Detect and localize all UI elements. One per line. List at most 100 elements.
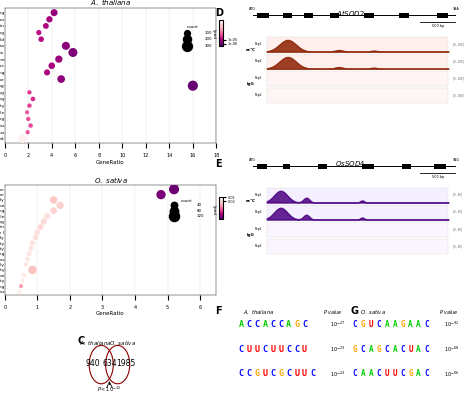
Point — [50, 208, 57, 214]
Text: ac⁴C: ac⁴C — [246, 48, 255, 52]
Text: ATG: ATG — [249, 158, 256, 162]
Text: C: C — [246, 369, 252, 378]
Text: U: U — [271, 345, 275, 354]
Text: count: count — [181, 199, 193, 203]
Point — [24, 129, 31, 135]
Bar — [401, 164, 411, 169]
Text: C: C — [239, 345, 244, 354]
Point — [170, 202, 178, 208]
Text: 80: 80 — [197, 209, 202, 213]
Point — [50, 197, 57, 203]
Bar — [267, 205, 448, 220]
Text: [0 - 60]: [0 - 60] — [453, 193, 462, 197]
Title: $\it{O.\ sativa}$: $\it{O.\ sativa}$ — [93, 175, 128, 185]
Text: G: G — [353, 345, 357, 354]
Point — [37, 36, 45, 42]
Text: D: D — [216, 8, 224, 18]
Text: A: A — [384, 320, 389, 329]
Text: C: C — [376, 320, 381, 329]
Text: $10^{-27}$: $10^{-27}$ — [329, 320, 345, 329]
Text: U: U — [302, 345, 307, 354]
Text: C: C — [353, 320, 357, 329]
Point — [189, 82, 197, 89]
Bar — [267, 37, 448, 52]
Title: $\it{A.\ thaliana}$: $\it{A.\ thaliana}$ — [90, 0, 131, 7]
Point — [24, 256, 31, 262]
Text: C: C — [78, 336, 85, 346]
Text: C: C — [278, 320, 283, 329]
Text: U: U — [246, 345, 252, 354]
Point — [157, 192, 165, 198]
Point — [183, 29, 191, 36]
Text: $10^{-23}$: $10^{-23}$ — [329, 369, 345, 378]
Text: A: A — [369, 345, 374, 354]
Text: Rep1: Rep1 — [255, 193, 262, 197]
Text: G: G — [278, 369, 283, 378]
Point — [27, 122, 35, 129]
Text: A: A — [286, 320, 291, 329]
Text: C: C — [310, 369, 315, 378]
Text: U: U — [294, 369, 299, 378]
Text: ATG: ATG — [249, 7, 256, 11]
Text: A: A — [392, 320, 397, 329]
Bar — [283, 164, 290, 169]
Text: [0 - 260]: [0 - 260] — [453, 76, 464, 80]
Text: A: A — [263, 320, 267, 329]
Point — [69, 49, 77, 56]
Point — [50, 10, 58, 16]
Text: ac⁴C: ac⁴C — [246, 199, 255, 203]
Text: $\it{A.\ thaliana}$: $\it{A.\ thaliana}$ — [244, 308, 274, 316]
Point — [26, 250, 33, 257]
Text: U: U — [302, 369, 307, 378]
Text: A: A — [416, 320, 421, 329]
Text: U: U — [369, 320, 374, 329]
Text: Rep2: Rep2 — [255, 59, 262, 63]
Text: C: C — [384, 345, 389, 354]
Point — [46, 16, 53, 22]
Text: 100: 100 — [205, 30, 212, 34]
Bar — [267, 239, 448, 254]
Text: Rep2: Rep2 — [255, 210, 262, 214]
Point — [19, 278, 27, 284]
Text: IgG: IgG — [246, 82, 254, 86]
Text: A: A — [369, 369, 374, 378]
Point — [26, 89, 33, 96]
Bar — [318, 164, 327, 169]
Text: Rep1: Rep1 — [255, 42, 262, 46]
Text: E: E — [216, 159, 222, 169]
Point — [26, 102, 33, 109]
Point — [28, 267, 36, 273]
Text: C: C — [376, 369, 381, 378]
Text: $\it{O.\ sativa}$: $\it{O.\ sativa}$ — [109, 339, 136, 347]
Point — [55, 56, 63, 62]
Bar — [329, 13, 339, 18]
Point — [183, 43, 191, 49]
Text: G: G — [361, 320, 365, 329]
Text: U: U — [384, 369, 389, 378]
Point — [42, 23, 50, 29]
Point — [20, 272, 28, 278]
Point — [28, 240, 36, 246]
Point — [32, 234, 39, 241]
Text: C: C — [424, 345, 428, 354]
Bar — [362, 164, 374, 169]
Point — [183, 36, 191, 42]
Text: A: A — [416, 345, 421, 354]
Point — [18, 136, 26, 142]
Text: C: C — [239, 369, 244, 378]
Bar — [304, 13, 313, 18]
Text: U: U — [392, 369, 397, 378]
Bar — [267, 188, 448, 203]
Point — [35, 29, 43, 36]
Point — [170, 208, 178, 214]
Text: A: A — [361, 369, 365, 378]
Text: G: G — [401, 320, 405, 329]
Text: [0 - 260]: [0 - 260] — [453, 93, 464, 97]
Text: $10^{-23}$: $10^{-23}$ — [329, 344, 345, 354]
Bar — [365, 13, 374, 18]
Point — [17, 283, 25, 289]
Text: C: C — [361, 345, 365, 354]
Text: C: C — [424, 369, 428, 378]
Text: Rep2: Rep2 — [255, 244, 262, 248]
Text: [0 - 260]: [0 - 260] — [453, 59, 464, 63]
